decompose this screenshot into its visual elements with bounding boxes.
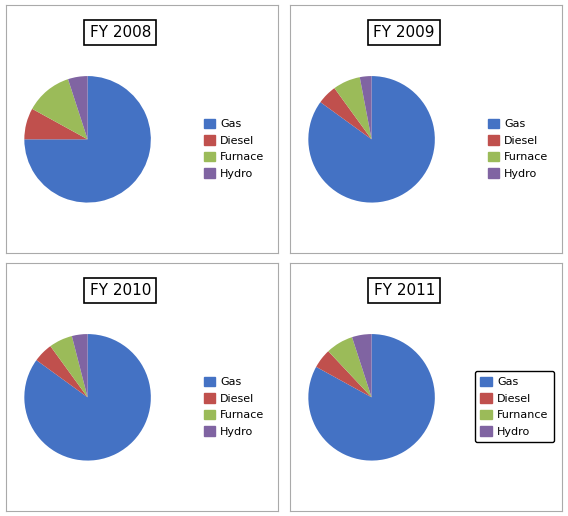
Wedge shape bbox=[24, 109, 87, 139]
Wedge shape bbox=[335, 77, 371, 139]
Text: FY 2009: FY 2009 bbox=[373, 25, 435, 40]
Wedge shape bbox=[360, 76, 371, 139]
Wedge shape bbox=[68, 76, 87, 139]
Wedge shape bbox=[24, 334, 151, 461]
Wedge shape bbox=[72, 334, 87, 397]
Legend: Gas, Diesel, Furnace, Hydro: Gas, Diesel, Furnace, Hydro bbox=[482, 113, 554, 184]
Legend: Gas, Diesel, Furnace, Hydro: Gas, Diesel, Furnace, Hydro bbox=[198, 371, 270, 442]
Wedge shape bbox=[308, 334, 435, 461]
Text: FY 2011: FY 2011 bbox=[374, 283, 435, 298]
Wedge shape bbox=[316, 351, 371, 397]
Wedge shape bbox=[51, 336, 87, 397]
Legend: Gas, Diesel, Furnace, Hydro: Gas, Diesel, Furnace, Hydro bbox=[198, 113, 270, 184]
Wedge shape bbox=[24, 76, 151, 203]
Wedge shape bbox=[352, 334, 371, 397]
Legend: Gas, Diesel, Furnance, Hydro: Gas, Diesel, Furnance, Hydro bbox=[475, 371, 554, 442]
Wedge shape bbox=[308, 76, 435, 203]
Text: FY 2008: FY 2008 bbox=[90, 25, 151, 40]
Text: FY 2010: FY 2010 bbox=[90, 283, 151, 298]
Wedge shape bbox=[32, 79, 87, 139]
Wedge shape bbox=[328, 337, 371, 397]
Wedge shape bbox=[320, 88, 371, 139]
Wedge shape bbox=[36, 346, 87, 397]
